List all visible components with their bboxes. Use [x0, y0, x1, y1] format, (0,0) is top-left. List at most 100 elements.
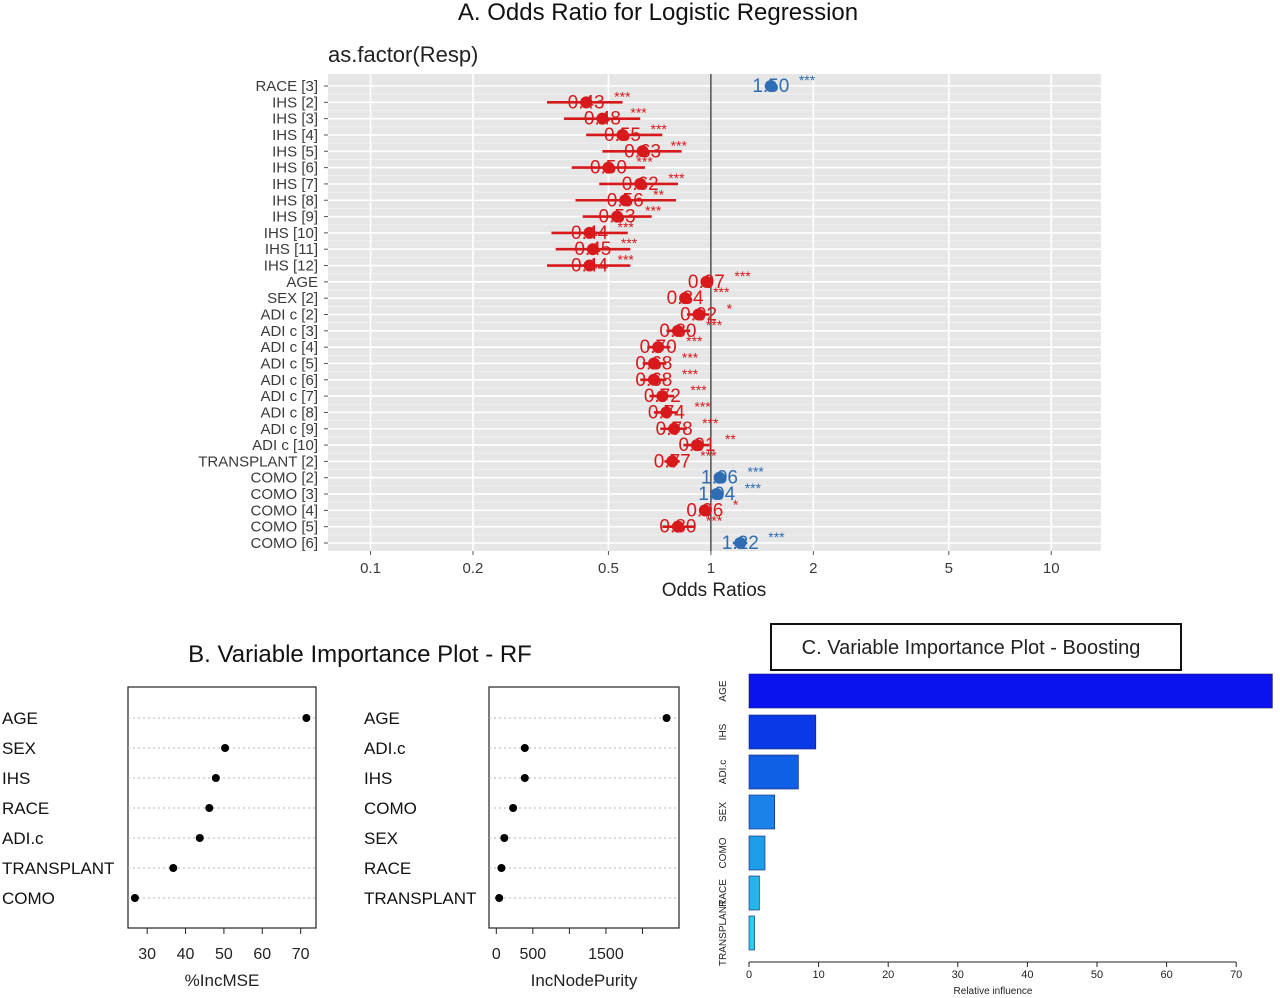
- odds-ratio-value: 0.56: [607, 190, 644, 211]
- boosting-x-tick-label: 70: [1230, 969, 1242, 981]
- significance-stars: **: [653, 186, 664, 202]
- boosting-bar: [748, 673, 1273, 709]
- rf-importance-point: [662, 714, 671, 722]
- term-label: COMO [3]: [250, 486, 318, 503]
- significance-stars: ***: [706, 317, 723, 333]
- x-tick-label: 10: [1043, 560, 1060, 577]
- odds-ratio-point: [690, 439, 703, 452]
- odds-ratio-value: 0.43: [568, 92, 605, 113]
- significance-stars: ***: [651, 121, 668, 137]
- boosting-bar: [748, 754, 799, 790]
- term-label: ADI c [5]: [260, 355, 318, 372]
- term-label: IHS [7]: [272, 176, 318, 193]
- odds-ratio-subtitle: as.factor(Resp): [328, 42, 478, 67]
- rf-variable-label: COMO: [364, 799, 417, 818]
- significance-stars: ***: [618, 219, 635, 235]
- x-tick-label: 0.2: [463, 560, 484, 577]
- term-label: ADI c [2]: [260, 307, 318, 324]
- rf-incnodepurity-panel: AGE ADI.c IHS COMO SEX RACE TRANSPLANT 0 500 1500…: [364, 686, 680, 990]
- rf-importance-point: [302, 714, 311, 722]
- significance-stars: ***: [668, 170, 685, 186]
- odds-ratio-value: 0.50: [590, 158, 627, 179]
- boosting-category-label: AGE: [718, 680, 729, 701]
- odds-ratio-value: 0.53: [599, 207, 636, 228]
- odds-ratio-point: [679, 292, 692, 305]
- significance-stars: ***: [734, 268, 751, 284]
- rf-x-tick-label: 40: [177, 946, 195, 963]
- odds-ratio-point: [636, 145, 649, 158]
- significance-stars: ***: [682, 349, 699, 365]
- significance-stars: ***: [671, 137, 688, 153]
- boosting-bar: [748, 875, 760, 911]
- rf-x-tick-label: 50: [215, 946, 233, 963]
- odds-ratio-value: 0.44: [571, 256, 608, 277]
- rf-variable-label: RACE: [2, 799, 49, 818]
- rf-variable-label: SEX: [364, 829, 398, 848]
- odds-ratio-value: 1.22: [722, 533, 759, 554]
- rf-x-tick-label: 500: [519, 946, 546, 963]
- term-label: IHS [12]: [264, 258, 318, 275]
- term-label: IHS [4]: [272, 127, 318, 144]
- odds-ratio-value: 0.68: [635, 370, 672, 391]
- significance-stars: *: [727, 301, 733, 317]
- term-label: ADI c [9]: [260, 421, 318, 438]
- rf-variable-label: ADI.c: [2, 829, 44, 848]
- odds-ratio-value: 0.44: [571, 223, 608, 244]
- significance-stars: ***: [694, 398, 711, 414]
- odds-ratio-value: 0.80: [659, 321, 696, 342]
- boosting-bar: [748, 835, 766, 871]
- odds-ratio-value: 1.04: [698, 484, 735, 505]
- odds-ratio-value: 0.97: [688, 272, 725, 293]
- odds-ratio-value: 0.91: [678, 435, 715, 456]
- rf-x-tick-label: 60: [253, 946, 271, 963]
- boosting-importance-title: C. Variable Importance Plot - Boosting: [802, 637, 1141, 659]
- odds-ratio-value: 0.80: [659, 517, 696, 538]
- boosting-x-tick-label: 30: [952, 969, 964, 981]
- odds-ratio-value: 0.72: [644, 386, 681, 407]
- term-label: IHS [8]: [272, 192, 318, 209]
- term-label: SEX [2]: [267, 290, 318, 307]
- rf-importance-point: [169, 864, 178, 872]
- significance-stars: ***: [690, 382, 707, 398]
- odds-ratio-point: [734, 537, 747, 549]
- significance-stars: ***: [630, 105, 647, 121]
- term-label: TRANSPLANT [2]: [198, 453, 318, 470]
- term-label: ADI c [6]: [260, 372, 318, 389]
- term-label: IHS [9]: [272, 209, 318, 226]
- odds-ratio-value: 0.63: [624, 141, 661, 162]
- odds-ratio-point: [656, 390, 669, 403]
- odds-ratio-point: [660, 406, 673, 419]
- boosting-x-tick-label: 50: [1091, 969, 1103, 981]
- odds-ratio-chart: A. Odds Ratio for Logistic Regression as…: [198, 0, 1101, 601]
- odds-ratio-value: 0.45: [574, 239, 611, 260]
- odds-ratio-value: 0.92: [680, 305, 717, 326]
- boosting-bar: [748, 714, 817, 750]
- significance-stars: ***: [618, 252, 635, 268]
- boosting-category-label: IHS: [718, 723, 729, 740]
- odds-ratio-value: 0.84: [667, 288, 704, 309]
- x-tick-label: 0.1: [360, 560, 381, 577]
- boosting-x-tick-label: 60: [1160, 969, 1172, 981]
- boosting-importance-chart: C. Variable Importance Plot - Boosting A…: [718, 623, 1273, 997]
- odds-ratio-point: [666, 455, 679, 468]
- term-label: COMO [6]: [250, 535, 318, 552]
- odds-ratio-point: [583, 259, 596, 272]
- rf-importance-title: B. Variable Importance Plot - RF: [188, 641, 532, 668]
- odds-ratio-point: [583, 226, 596, 239]
- significance-stars: ***: [614, 88, 631, 104]
- significance-stars: ***: [682, 366, 699, 382]
- rf-importance-point: [520, 744, 529, 752]
- boosting-category-label: TRANSPLANT: [718, 900, 729, 966]
- rf-importance-point: [211, 774, 220, 782]
- odds-ratio-point: [619, 194, 632, 207]
- odds-ratio-point: [692, 308, 705, 321]
- odds-ratio-value: 1.06: [701, 468, 738, 489]
- significance-stars: *: [733, 496, 739, 512]
- rf-importance-point: [509, 804, 518, 812]
- boosting-x-axis-label: Relative influence: [954, 986, 1033, 997]
- rf-variable-label: RACE: [364, 859, 411, 878]
- boosting-bar: [748, 915, 755, 951]
- term-label: ADI c [7]: [260, 388, 318, 405]
- rf-variable-label: TRANSPLANT: [2, 859, 114, 878]
